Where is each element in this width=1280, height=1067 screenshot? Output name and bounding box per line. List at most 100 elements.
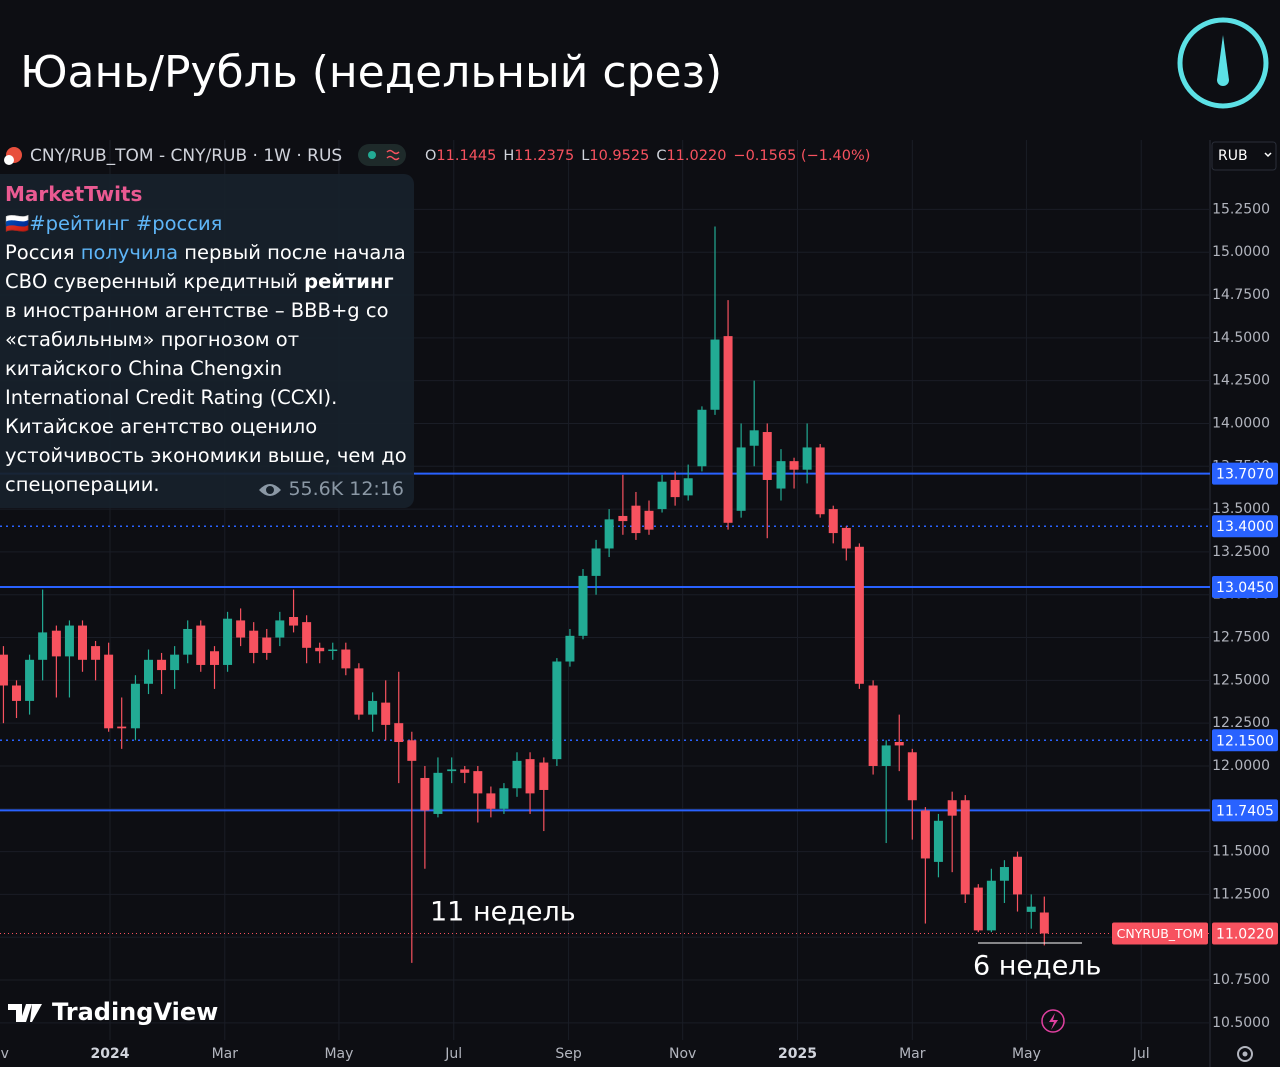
candle-body [78, 625, 87, 660]
candle-body [1013, 856, 1022, 895]
candles [0, 226, 1049, 963]
y-tick-label: 10.5000 [1212, 1015, 1270, 1031]
status-wave [386, 149, 400, 161]
lightning-icon[interactable] [1041, 1009, 1065, 1033]
readout-value: 10.9525 [589, 148, 649, 164]
candle-body [236, 620, 246, 638]
y-tick-label: 12.0000 [1212, 758, 1270, 774]
x-tick-label: Mar [212, 1046, 239, 1062]
page-title: Юань/Рубль (недельный срез) [20, 47, 722, 98]
candle-body [947, 800, 957, 816]
currency-select[interactable] [1211, 141, 1277, 171]
level-tag [1212, 515, 1278, 538]
candle-body [407, 740, 417, 761]
post-views: 55.6K [288, 478, 344, 500]
candle-body [64, 625, 74, 657]
readout-letter: C [656, 148, 666, 164]
candle-body [697, 409, 707, 467]
readout-value: 11.1445 [436, 148, 496, 164]
candle-body [749, 430, 759, 446]
candle-body [578, 575, 588, 636]
candle-body [210, 651, 219, 665]
candle-body [920, 810, 930, 859]
telegram-post: MarketTwits 🇷🇺#рейтинг #россия Россия по… [0, 174, 414, 508]
candle-body [249, 630, 259, 653]
chevron[interactable] [1264, 152, 1272, 158]
candle-body [604, 519, 614, 549]
readout-value: 11.0220 [666, 148, 726, 164]
candle-body [275, 620, 285, 638]
candle-body [25, 659, 35, 701]
x-tick-label: Nov [0, 1046, 9, 1062]
post-text: Россия [5, 241, 81, 264]
candle-body [986, 880, 996, 931]
y-tick-label: 14.7500 [1212, 287, 1270, 303]
candle-body [341, 649, 351, 669]
y-tick-label: 11.2500 [1212, 886, 1270, 902]
symbol-icon [4, 155, 14, 165]
candle-body [512, 760, 522, 789]
x-tick-label: Sep [555, 1046, 582, 1062]
candle-body [368, 700, 378, 715]
y-tick-label: 15.2500 [1212, 201, 1270, 217]
level-tag [1212, 799, 1278, 822]
post-bold: рейтинг [304, 270, 394, 293]
candle-body [91, 646, 101, 660]
candle-body [394, 723, 404, 743]
candle-body [683, 478, 693, 496]
candle-body [117, 726, 127, 729]
candle-body [302, 622, 312, 648]
last-price-label: 11.0220 [1216, 926, 1274, 942]
brand-logo [8, 1004, 42, 1022]
brand-name: TradingView [52, 998, 218, 1026]
symbol-line: CNY/RUB_TOM - CNY/RUB · 1W · RUS [30, 146, 342, 166]
candle-body [473, 771, 483, 794]
post-meta: 55.6K 12:16 [258, 475, 404, 504]
x-tick-label: 2025 [778, 1046, 817, 1062]
x-tick-label: Jul [444, 1046, 462, 1062]
y-tick-label: 15.0000 [1212, 244, 1270, 260]
candle-body [12, 685, 21, 701]
candle-body [262, 637, 272, 653]
x-tick-label: Mar [899, 1046, 926, 1062]
annotation: 6 недель [973, 951, 1101, 982]
candle-body [868, 685, 878, 766]
post-link: получила [80, 241, 179, 264]
candle-body [881, 745, 891, 766]
x-tick-label: Jul [1132, 1046, 1150, 1062]
post-text: в иностранном агентстве – BBB+g со «стаб… [5, 299, 407, 496]
compass-logo [1177, 17, 1269, 109]
candle-body [51, 630, 61, 657]
y-tick-label: 14.5000 [1212, 330, 1270, 346]
candle-body [196, 625, 206, 665]
y-tick-label: 12.2500 [1212, 715, 1270, 731]
status-pill [358, 144, 406, 166]
candle-body [157, 659, 167, 671]
level-tag [1212, 576, 1278, 599]
settings-icon[interactable] [1237, 1046, 1253, 1062]
currency-label[interactable]: RUB [1218, 148, 1248, 164]
candle-body [525, 759, 535, 794]
candle-body [223, 618, 233, 665]
candle-body [591, 548, 601, 576]
candle-body [907, 752, 917, 801]
readout-value: 11.2375 [514, 148, 574, 164]
candle-body [973, 887, 983, 931]
candle-body [894, 742, 904, 746]
candle-body [828, 509, 838, 534]
candle-body [762, 432, 772, 480]
level-label: 13.4000 [1216, 519, 1274, 535]
candle-body [657, 481, 667, 510]
candle-body [447, 769, 457, 772]
y-tick-label: 13.2500 [1212, 544, 1270, 560]
post-author: MarketTwits [5, 182, 143, 206]
candle-body [736, 447, 746, 511]
candle-body [723, 336, 733, 523]
candle-body [960, 800, 970, 895]
candle-body [670, 479, 680, 498]
readout-letter: L [581, 148, 589, 164]
candle-body [381, 702, 391, 725]
candle-body [802, 447, 812, 470]
candle-body [776, 461, 786, 489]
